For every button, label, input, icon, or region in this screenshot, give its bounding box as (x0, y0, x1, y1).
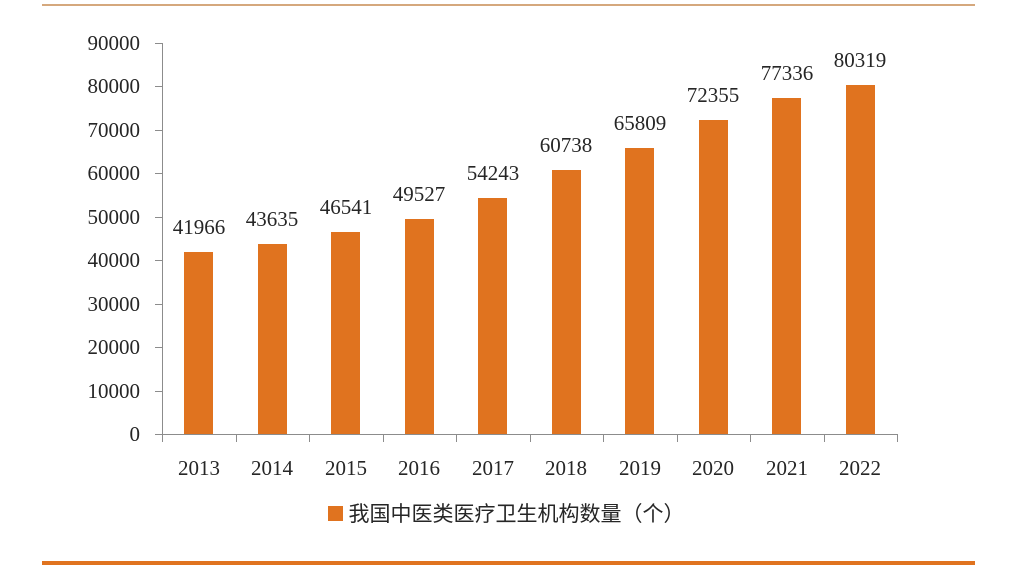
x-tick (824, 434, 825, 442)
legend-swatch (327, 506, 343, 521)
x-tick-label: 2022 (839, 456, 881, 480)
bar-value-label: 65809 (613, 111, 667, 135)
bar (699, 120, 728, 434)
x-tick (236, 434, 237, 442)
bar (772, 98, 801, 434)
bar (625, 148, 654, 434)
bar (258, 244, 287, 434)
bar-value-label: 43635 (245, 207, 299, 231)
y-tick (155, 217, 162, 218)
y-tick-label: 70000 (87, 118, 141, 142)
y-tick-label: 60000 (87, 161, 141, 185)
x-tick (383, 434, 384, 442)
x-tick-label: 2019 (619, 456, 661, 480)
y-tick (155, 347, 162, 348)
y-tick-label: 50000 (87, 205, 141, 229)
y-tick-label: 20000 (87, 335, 141, 359)
x-tick (677, 434, 678, 442)
x-tick-label: 2017 (472, 456, 514, 480)
x-tick-label: 2021 (766, 456, 808, 480)
bar-value-label: 77336 (760, 61, 814, 85)
y-tick-label: 10000 (87, 379, 141, 403)
x-tick (309, 434, 310, 442)
x-tick-label: 2016 (398, 456, 440, 480)
y-tick (155, 43, 162, 44)
y-tick (155, 86, 162, 87)
bar-value-label: 41966 (172, 215, 226, 239)
bar (552, 170, 581, 434)
x-tick (530, 434, 531, 442)
bar-value-label: 46541 (319, 195, 373, 219)
y-tick-label: 0 (129, 422, 141, 446)
x-tick-label: 2018 (545, 456, 587, 480)
bar-value-label: 60738 (539, 133, 593, 157)
bar-value-label: 72355 (686, 83, 740, 107)
bar (184, 252, 213, 434)
x-tick (603, 434, 604, 442)
bar (331, 232, 360, 434)
y-tick (155, 260, 162, 261)
x-tick-label: 2015 (325, 456, 367, 480)
y-axis-line (162, 43, 163, 442)
y-tick-label: 90000 (87, 31, 141, 55)
bottom-divider (42, 561, 975, 565)
y-tick (155, 434, 162, 435)
y-tick (155, 130, 162, 131)
x-tick (456, 434, 457, 442)
legend-label: 我国中医类医疗卫生机构数量（个） (348, 502, 685, 526)
y-tick (155, 173, 162, 174)
x-tick (162, 434, 163, 442)
x-tick-label: 2020 (692, 456, 734, 480)
bar-value-label: 49527 (392, 182, 446, 206)
bar (478, 198, 507, 434)
bar (846, 85, 875, 434)
y-tick-label: 30000 (87, 292, 141, 316)
bar (405, 219, 434, 434)
y-tick (155, 304, 162, 305)
bar-value-label: 54243 (466, 161, 520, 185)
y-tick (155, 391, 162, 392)
legend: 我国中医类医疗卫生机构数量（个） (0, 501, 1012, 527)
y-tick-label: 80000 (87, 74, 141, 98)
bar-value-label: 80319 (833, 48, 887, 72)
x-tick (897, 434, 898, 442)
x-tick-label: 2014 (251, 456, 293, 480)
x-tick (750, 434, 751, 442)
y-tick-label: 40000 (87, 248, 141, 272)
x-tick-label: 2013 (178, 456, 220, 480)
top-divider (42, 4, 975, 6)
